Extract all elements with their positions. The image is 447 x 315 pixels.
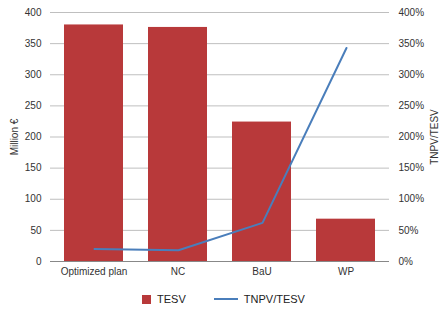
svg-text:50: 50 — [30, 225, 42, 236]
svg-text:100: 100 — [25, 193, 42, 204]
svg-text:200%: 200% — [399, 131, 425, 142]
html-text:TESV: TESV — [157, 293, 186, 305]
html-text:TNPV/TESV: TNPV/TESV — [243, 293, 305, 305]
svg-text:Optimized plan: Optimized plan — [61, 266, 128, 277]
svg-text:300%: 300% — [399, 69, 425, 80]
svg-text:150%: 150% — [399, 162, 425, 173]
svg-text:TNPV/TESV: TNPV/TESV — [429, 109, 440, 165]
svg-text:350%: 350% — [399, 38, 425, 49]
svg-text:BaU: BaU — [252, 266, 271, 277]
svg-text:150: 150 — [25, 162, 42, 173]
svg-text:200: 200 — [25, 131, 42, 142]
svg-text:250%: 250% — [399, 100, 425, 111]
svg-text:400: 400 — [25, 7, 42, 18]
svg-text:350: 350 — [25, 38, 42, 49]
svg-text:100%: 100% — [399, 193, 425, 204]
svg-text:400%: 400% — [399, 7, 425, 18]
svg-text:300: 300 — [25, 69, 42, 80]
svg-text:NC: NC — [171, 266, 185, 277]
svg-text:250: 250 — [25, 100, 42, 111]
svg-text:Million €: Million € — [9, 118, 20, 155]
svg-text:50%: 50% — [399, 225, 419, 236]
svg-text:0%: 0% — [399, 256, 414, 267]
svg-text:WP: WP — [338, 266, 354, 277]
svg-text:0: 0 — [36, 256, 42, 267]
